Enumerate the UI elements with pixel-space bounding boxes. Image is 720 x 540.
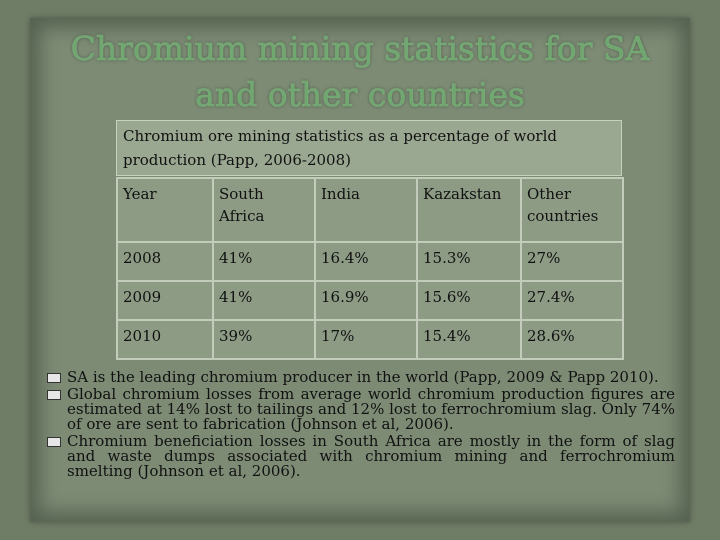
- table-cell: 15.4%: [416, 319, 522, 360]
- bullet-text: Chromium beneficiation losses in South A…: [67, 432, 675, 480]
- table-cell: 27.4%: [520, 280, 624, 321]
- header-other-countries: Other countries: [520, 177, 624, 243]
- bullet-text: Global chromium losses from average worl…: [67, 385, 675, 433]
- table-cell: 27%: [520, 241, 624, 282]
- table-row: 2010 39% 17% 15.4% 28.6%: [116, 319, 624, 360]
- bullet-list: SA is the leading chromium producer in t…: [47, 370, 675, 481]
- header-south-africa: South Africa: [212, 177, 316, 243]
- bullet-item: Global chromium losses from average worl…: [47, 387, 675, 432]
- table-cell: 41%: [212, 241, 316, 282]
- bullet-item: SA is the leading chromium producer in t…: [47, 370, 675, 385]
- header-india: India: [314, 177, 418, 243]
- header-kazakstan: Kazakstan: [416, 177, 522, 243]
- bullet-box-icon: [47, 373, 61, 383]
- table-cell: 2008: [116, 241, 214, 282]
- table-cell: 15.3%: [416, 241, 522, 282]
- table-cell: 28.6%: [520, 319, 624, 360]
- table-cell: 39%: [212, 319, 316, 360]
- bullet-text: SA is the leading chromium producer in t…: [67, 368, 659, 386]
- header-year: Year: [116, 177, 214, 243]
- table-cell: 15.6%: [416, 280, 522, 321]
- bullet-box-icon: [47, 390, 61, 400]
- table-cell: 16.4%: [314, 241, 418, 282]
- table-cell: 2010: [116, 319, 214, 360]
- table-cell: 16.9%: [314, 280, 418, 321]
- bullet-item: Chromium beneficiation losses in South A…: [47, 434, 675, 479]
- table-cell: 2009: [116, 280, 214, 321]
- table-row: 2009 41% 16.9% 15.6% 27.4%: [116, 280, 624, 321]
- table-cell: 17%: [314, 319, 418, 360]
- table-row: 2008 41% 16.4% 15.3% 27%: [116, 241, 624, 282]
- table-header-row: Year South Africa India Kazakstan Other …: [116, 177, 624, 243]
- slide-title: Chromium mining statistics for SA and ot…: [70, 29, 650, 114]
- table-cell: 41%: [212, 280, 316, 321]
- table-caption: Chromium ore mining statistics as a perc…: [116, 120, 622, 176]
- bullet-box-icon: [47, 437, 61, 447]
- statistics-table: Year South Africa India Kazakstan Other …: [116, 177, 624, 360]
